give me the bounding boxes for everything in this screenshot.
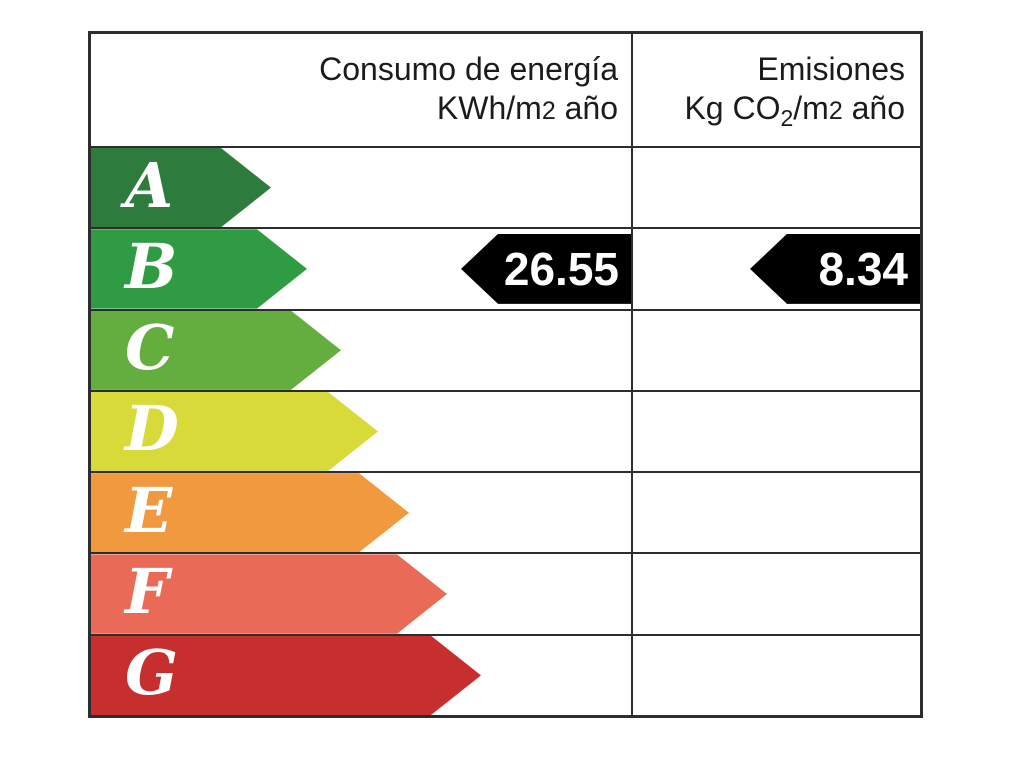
emissions-cell-g bbox=[633, 636, 920, 715]
emissions-cell-b: 8.34 bbox=[633, 229, 920, 308]
rating-arrow-d: D bbox=[91, 392, 378, 471]
emissions-cell-a bbox=[633, 148, 920, 227]
emissions-cell-c bbox=[633, 311, 920, 390]
rating-rows: A B 26.55 8.34 C D E F G bbox=[91, 148, 920, 715]
rating-arrow-f: F bbox=[91, 554, 447, 633]
consumption-cell-a: A bbox=[91, 148, 633, 228]
rating-letter: F bbox=[125, 555, 170, 629]
consumption-cell-e: E bbox=[91, 473, 633, 553]
rating-row-b: B 26.55 8.34 bbox=[91, 229, 920, 311]
emissions-cell-d bbox=[633, 392, 920, 471]
emisiones-value: 8.34 bbox=[818, 242, 908, 295]
consumption-header-line1: Consumo de energía bbox=[319, 50, 618, 87]
rating-row-g: G bbox=[91, 635, 920, 715]
emissions-cell-e bbox=[633, 473, 920, 552]
rating-arrow-c: C bbox=[91, 311, 341, 390]
consumption-cell-d: D bbox=[91, 391, 633, 472]
consumption-cell-b: B 26.55 bbox=[91, 229, 633, 309]
rating-letter: B bbox=[125, 229, 178, 303]
rating-letter: E bbox=[125, 473, 173, 547]
emissions-cell-f bbox=[633, 554, 920, 633]
consumption-cell-f: F bbox=[91, 554, 633, 634]
energy-rating-table: Consumo de energía KWh/m2 año Emisiones … bbox=[88, 31, 923, 718]
consumo-value: 26.55 bbox=[503, 242, 619, 295]
rating-letter: D bbox=[125, 392, 179, 466]
rating-row-e: E bbox=[91, 473, 920, 555]
rating-letter: G bbox=[125, 636, 178, 710]
rating-row-c: C bbox=[91, 310, 920, 392]
consumption-cell-g: G bbox=[91, 635, 633, 715]
rating-arrow-b: B bbox=[91, 229, 307, 308]
rating-arrow-g: G bbox=[91, 636, 481, 715]
rating-row-f: F bbox=[91, 554, 920, 636]
table-header: Consumo de energía KWh/m2 año Emisiones … bbox=[91, 34, 920, 148]
rating-letter: C bbox=[125, 311, 175, 385]
consumption-column-header: Consumo de energía KWh/m2 año bbox=[91, 34, 633, 146]
consumption-cell-c: C bbox=[91, 310, 633, 390]
consumo-value-arrow: 26.55 bbox=[461, 233, 631, 304]
rating-letter: A bbox=[125, 148, 174, 222]
rating-row-a: A bbox=[91, 148, 920, 230]
rating-arrow-a: A bbox=[91, 148, 271, 227]
emissions-column-header: Emisiones Kg CO2/m2 año bbox=[633, 34, 920, 146]
emissions-header-line1: Emisiones bbox=[757, 50, 905, 87]
rating-arrow-e: E bbox=[91, 473, 409, 552]
emissions-header-line2: Kg CO2/m2 año bbox=[684, 89, 905, 131]
rating-row-d: D bbox=[91, 391, 920, 474]
emisiones-value-arrow: 8.34 bbox=[750, 233, 920, 304]
consumption-header-line2: KWh/m2 año bbox=[436, 89, 618, 126]
